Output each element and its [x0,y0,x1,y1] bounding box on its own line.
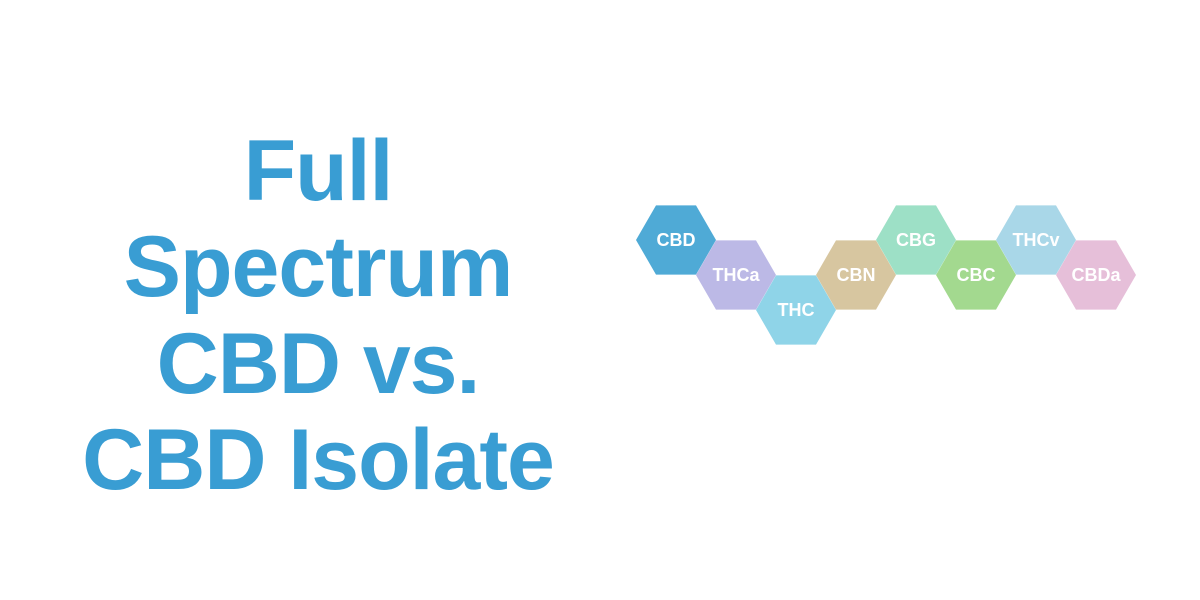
hex-cbc-label: CBC [957,266,996,284]
hex-thc-label: THC [778,301,815,319]
hex-thca-label: THCa [712,266,759,284]
hex-thcv-label: THCv [1012,231,1059,249]
hex-cbg-label: CBG [896,231,936,249]
hex-cbda-label: CBDa [1071,266,1120,284]
hex-cbd-label: CBD [657,231,696,249]
hex-cbn-label: CBN [837,266,876,284]
hexagon-diagram: CBD THCa THC CBN CBG CBC THCv CBDa [0,0,1200,600]
